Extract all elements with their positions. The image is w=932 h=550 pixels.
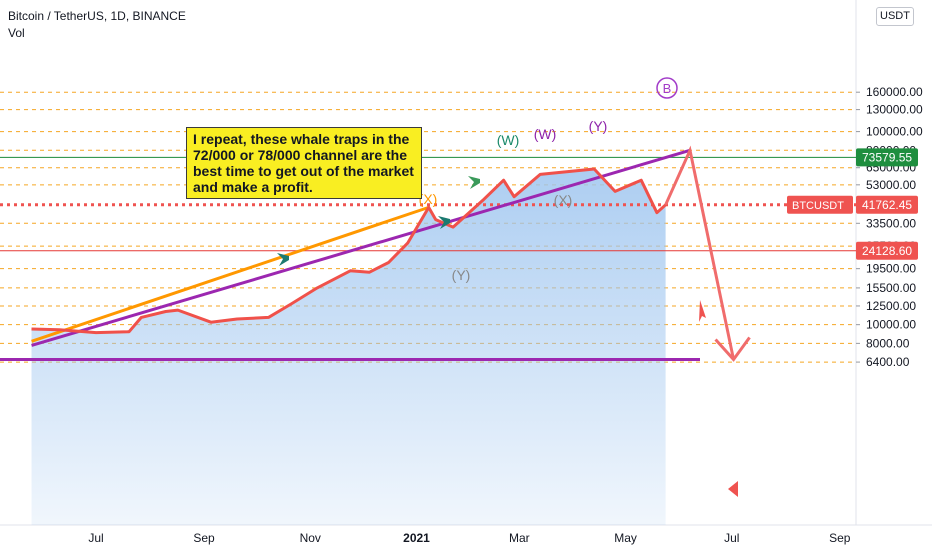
wave-label: (X) [419,191,438,207]
level-price-label: 24128.60 [862,244,912,258]
wave-label: (W) [534,126,557,142]
y-tick-label: 33500.00 [866,216,916,230]
y-tick-label: 100000.00 [866,125,923,139]
level-price-tag [856,148,918,167]
projection-path[interactable] [664,145,736,360]
wave-label: (X) [554,192,573,208]
symbol-tag-label: BTCUSDT [792,200,844,212]
wave-label: (W) [497,132,520,148]
x-tick-label: Mar [509,531,530,545]
y-tick-label: 160000.00 [866,85,923,99]
text-annotation[interactable]: I repeat, these whale traps in the 72/00… [186,127,422,199]
y-tick-label: 8000.00 [866,336,910,350]
level-price-label: 73579.55 [862,150,912,164]
volume-area [31,169,666,525]
x-tick-label: Sep [193,531,215,545]
orange-trendline[interactable] [31,205,430,343]
rocket-icon [438,216,450,229]
red-flag-marker [728,481,738,497]
current-price-tag [856,195,918,214]
y-tick-label: 19500.00 [866,262,916,276]
x-tick-label: Jul [724,531,739,545]
rocket-icon [277,253,289,266]
y-tick-label: 12500.00 [866,299,916,313]
x-tick-label: May [614,531,637,545]
symbol-title[interactable]: Bitcoin / TetherUS, 1D, BINANCE [8,9,186,23]
y-tick-label: 10000.00 [866,318,916,332]
y-tick-label: 130000.00 [866,103,923,117]
price-line[interactable] [31,167,667,335]
y-tick-label: 15500.00 [866,281,916,295]
purple-trendline[interactable] [31,148,691,347]
wave-label-b: B [663,81,672,96]
x-tick-label: Nov [300,531,321,545]
x-tick-label: 2021 [403,531,430,545]
wave-b-circle [656,77,678,99]
y-tick-label: 53000.00 [866,178,916,192]
currency-button[interactable]: USDT [876,7,914,26]
wave-label: (Y) [589,118,608,134]
symbol-tag [787,195,853,214]
x-tick-label: Sep [829,531,851,545]
rocket-icon [468,176,480,189]
x-tick-label: Jul [88,531,103,545]
wave-label: (Y) [452,267,471,283]
volume-indicator-label[interactable]: Vol [8,26,25,40]
level-price-tag [856,241,918,260]
rocket-down-icon [699,300,706,322]
price-axis-pane [856,0,932,550]
y-tick-label: 6400.00 [866,355,910,369]
current-price-label: 41762.45 [862,198,912,212]
projection-arrowhead [714,336,751,362]
